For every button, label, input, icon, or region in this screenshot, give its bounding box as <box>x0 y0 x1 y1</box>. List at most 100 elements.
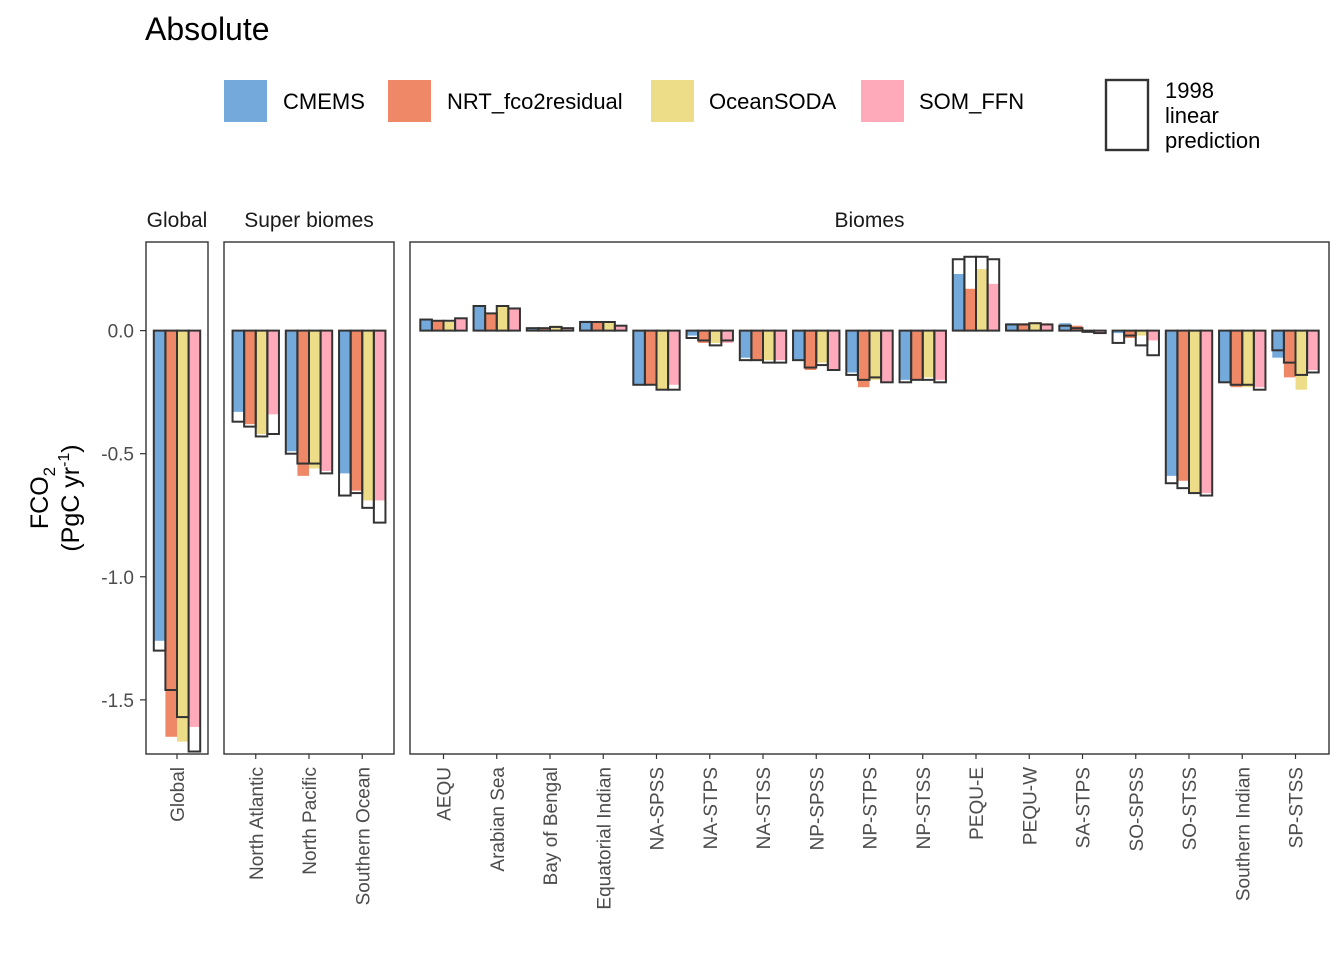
plot-panels: Global Global Super biomes North Atlantic No… <box>145 209 1330 910</box>
bar-cmems <box>1006 323 1018 331</box>
bar-cmems <box>285 330 298 452</box>
category-sp-stss <box>1271 329 1320 390</box>
bar-oceansoda <box>976 269 988 331</box>
bar-som-ffn <box>188 330 201 727</box>
bar-som-ffn <box>320 330 333 471</box>
panel-border <box>145 241 209 755</box>
bar-nrt-fco2residual <box>1017 323 1030 331</box>
bar-som-ffn <box>934 330 946 380</box>
x-tick-label: PEQU-W <box>1020 767 1041 845</box>
bar-oceansoda <box>816 330 828 363</box>
category-na-stps <box>685 329 734 347</box>
bar-cmems <box>1272 330 1284 358</box>
category-so-stss <box>1164 329 1214 497</box>
bar-oceansoda <box>443 322 456 331</box>
bar-nrt-fco2residual <box>698 330 710 343</box>
x-tick-label: Global <box>168 767 189 822</box>
panel-strip-label: Global <box>147 209 208 232</box>
bar-cmems <box>420 319 432 331</box>
bar-som-ffn <box>508 308 520 331</box>
bar-oceansoda <box>1189 330 1201 494</box>
legend-item-nrt-fco2residual: NRT_fco2residual <box>388 80 623 122</box>
bar-nrt-fco2residual <box>165 330 177 737</box>
bar-som-ffn <box>561 328 574 331</box>
bar-oceansoda <box>603 322 615 331</box>
bar-cmems <box>899 330 912 380</box>
category-pequ-e <box>951 255 1001 332</box>
x-tick-label: SO-SPSS <box>1127 767 1148 851</box>
category-na-stss <box>738 329 788 364</box>
bar-som-ffn <box>373 330 386 501</box>
bar-nrt-fco2residual <box>297 330 309 476</box>
legend-item-som-ffn: SOM_FFN <box>861 80 1024 122</box>
category-so-spss <box>1111 329 1160 357</box>
bar-nrt-fco2residual <box>1177 330 1189 481</box>
panel-strip-label: Biomes <box>834 209 904 232</box>
bar-som-ffn <box>1253 330 1266 388</box>
bar-nrt-fco2residual <box>350 330 363 491</box>
bar-som-ffn <box>1307 330 1319 370</box>
y-axis: 0.0 -0.5 -1.0 -1.5 <box>101 322 146 712</box>
prediction-outline-som-ffn <box>319 329 334 475</box>
bar-nrt-fco2residual <box>538 328 550 331</box>
bar-oceansoda <box>496 306 509 331</box>
x-tick-label: NA-SPSS <box>648 767 669 850</box>
bar-oceansoda <box>709 330 722 343</box>
prediction-outline-som-ffn <box>1146 329 1160 357</box>
category-bay-of-bengal <box>525 325 575 332</box>
category-np-stss <box>898 329 947 384</box>
y-axis-label: FCO2(PgC yr-1) <box>26 444 85 551</box>
bar-nrt-fco2residual <box>1230 330 1243 388</box>
bar-cmems <box>232 330 245 412</box>
legend-outline-label-line: prediction <box>1165 128 1260 153</box>
bar-cmems <box>846 330 858 373</box>
bar-oceansoda <box>1029 322 1041 331</box>
bar-som-ffn <box>774 330 787 361</box>
y-tick-label: -1.5 <box>101 691 134 712</box>
bar-oceansoda <box>550 325 562 331</box>
category-aequ <box>419 317 468 332</box>
bar-cmems <box>1059 323 1071 331</box>
x-tick-label: NP-STPS <box>861 767 882 849</box>
x-tick-label: PEQU-E <box>967 767 988 840</box>
bar-som-ffn <box>614 325 627 331</box>
panel-strip-label: Super biomes <box>244 209 374 232</box>
legend-outline-label-line: 1998 <box>1165 78 1214 103</box>
legend: CMEMS NRT_fco2residual OceanSODA SOM_FFN 199… <box>224 78 1260 153</box>
prediction-outline-som-ffn <box>1093 329 1107 335</box>
y-label-line1: FCO2 <box>26 467 59 529</box>
bar-oceansoda <box>656 330 669 390</box>
prediction-outline-som-ffn <box>826 329 841 372</box>
legend-swatch <box>224 80 267 122</box>
x-tick-label: Bay of Bengal <box>541 767 562 885</box>
category-southern-ocean <box>338 329 387 524</box>
prediction-outline-oceansoda <box>1081 329 1096 333</box>
bar-som-ffn <box>721 330 733 343</box>
chart-title: Absolute <box>145 11 270 47</box>
bar-nrt-fco2residual <box>431 320 444 331</box>
category-np-spss <box>792 329 841 372</box>
bar-oceansoda <box>1135 330 1148 336</box>
prediction-outline-som-ffn <box>986 258 1001 332</box>
category-np-stps <box>845 329 894 388</box>
bar-som-ffn <box>668 330 680 385</box>
category-pequ-w <box>1005 322 1054 332</box>
legend-label: SOM_FFN <box>919 89 1024 114</box>
category-sa-stps <box>1058 323 1107 335</box>
x-tick-label: NA-STPS <box>701 767 722 849</box>
legend-outline-label-line: linear <box>1165 103 1219 128</box>
legend-item-oceansoda: OceanSODA <box>651 80 836 122</box>
panel-global: Global Global <box>145 209 209 822</box>
bar-cmems <box>526 328 539 331</box>
bar-oceansoda <box>177 330 189 742</box>
bar-cmems <box>580 320 592 331</box>
bar-nrt-fco2residual <box>591 322 604 331</box>
category-na-spss <box>632 329 681 391</box>
bar-oceansoda <box>362 330 374 501</box>
bar-cmems <box>1165 330 1178 476</box>
prediction-outline-som-ffn <box>454 317 468 332</box>
bar-som-ffn <box>881 330 893 383</box>
bar-oceansoda <box>1295 330 1308 390</box>
prediction-outline-som-ffn <box>560 327 575 332</box>
